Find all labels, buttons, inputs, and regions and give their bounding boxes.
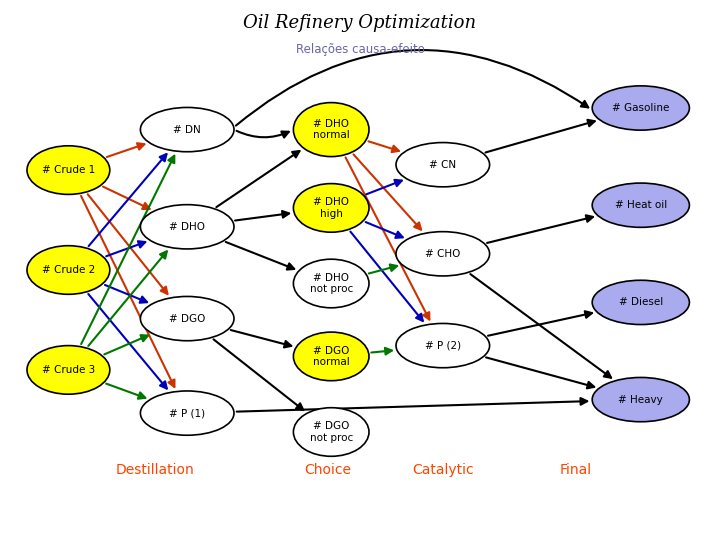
Text: # Diesel: # Diesel [618,298,663,307]
Text: # DHO
normal: # DHO normal [312,119,350,140]
Text: # Heat oil: # Heat oil [615,200,667,210]
Text: # Gasoline: # Gasoline [612,103,670,113]
Text: Final: Final [560,463,592,477]
Text: # P (1): # P (1) [169,408,205,418]
Ellipse shape [294,408,369,456]
Ellipse shape [27,246,110,294]
Ellipse shape [396,232,490,276]
Ellipse shape [592,280,690,325]
Text: # CHO: # CHO [425,249,461,259]
Text: # Heavy: # Heavy [618,395,663,404]
Text: # DGO
normal: # DGO normal [312,346,350,367]
Text: # DHO: # DHO [169,222,205,232]
Ellipse shape [294,332,369,381]
Text: # P (2): # P (2) [425,341,461,350]
Ellipse shape [140,205,234,249]
Text: # DHO
high: # DHO high [313,197,349,219]
Text: # DGO
not proc: # DGO not proc [310,421,353,443]
Ellipse shape [592,377,690,422]
Ellipse shape [27,146,110,194]
Ellipse shape [140,391,234,435]
Text: # Crude 1: # Crude 1 [42,165,95,175]
Ellipse shape [294,259,369,308]
Text: Oil Refinery Optimization: Oil Refinery Optimization [243,14,477,31]
Text: Destillation: Destillation [115,463,194,477]
Ellipse shape [592,86,690,130]
Ellipse shape [294,184,369,232]
Text: Choice: Choice [304,463,351,477]
Ellipse shape [396,143,490,187]
Text: # DHO
not proc: # DHO not proc [310,273,353,294]
Ellipse shape [396,323,490,368]
Text: # DGO: # DGO [169,314,205,323]
Ellipse shape [140,296,234,341]
Ellipse shape [592,183,690,227]
Text: Relações causa-efeito: Relações causa-efeito [296,43,424,56]
Text: # Crude 2: # Crude 2 [42,265,95,275]
Text: # DN: # DN [174,125,201,134]
Ellipse shape [140,107,234,152]
Ellipse shape [27,346,110,394]
Text: # CN: # CN [429,160,456,170]
Text: Catalytic: Catalytic [412,463,474,477]
Ellipse shape [294,103,369,157]
Text: # Crude 3: # Crude 3 [42,365,95,375]
